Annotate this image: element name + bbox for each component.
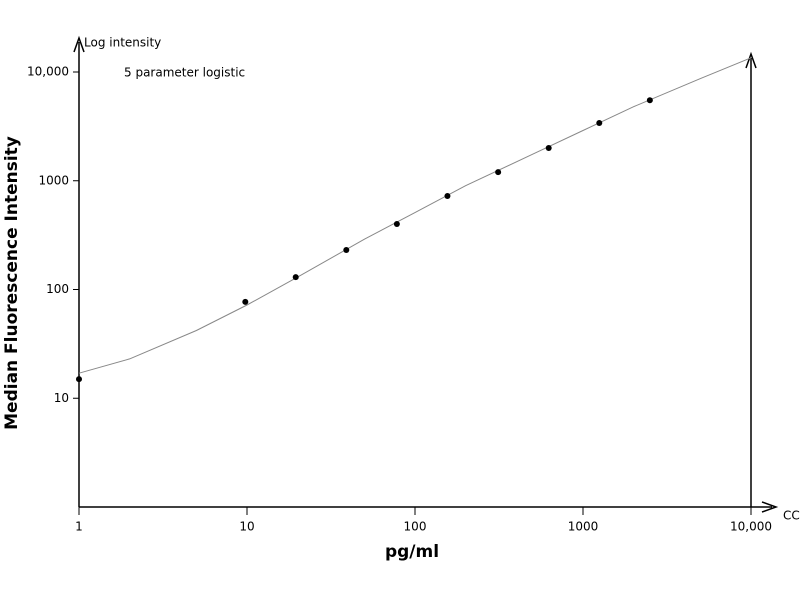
y-tick-label: 1000 bbox=[38, 173, 69, 187]
x-tick-label: 100 bbox=[404, 520, 427, 534]
annotation: 5 parameter logistic bbox=[124, 66, 245, 80]
x-axis-caption: CC bbox=[783, 509, 800, 523]
right-axis bbox=[745, 51, 757, 507]
x-tick-label: 1000 bbox=[568, 520, 599, 534]
x-tick-label: 10 bbox=[239, 520, 254, 534]
x-tick-label: 10,000 bbox=[730, 520, 772, 534]
data-point bbox=[292, 274, 299, 281]
data-point bbox=[76, 376, 82, 383]
x-axis-title: pg/ml bbox=[385, 542, 439, 562]
x-axis bbox=[79, 501, 779, 513]
data-point bbox=[343, 246, 350, 253]
x-tick-label: 1 bbox=[75, 520, 83, 534]
y-axis-title: Median Fluorescence Intensity bbox=[2, 136, 22, 430]
data-point bbox=[545, 145, 552, 152]
data-point bbox=[646, 97, 653, 104]
data-point bbox=[596, 119, 603, 126]
data-point bbox=[242, 298, 249, 305]
data-point bbox=[393, 221, 400, 228]
y-tick-label: 100 bbox=[46, 282, 69, 296]
data-point bbox=[444, 193, 451, 200]
data-point bbox=[495, 169, 502, 176]
y-axis bbox=[73, 35, 85, 507]
y-tick-label: 10 bbox=[54, 391, 69, 405]
y-tick-label: 10,000 bbox=[27, 65, 69, 79]
y-axis-caption: Log intensity bbox=[84, 36, 161, 50]
fit-curve bbox=[78, 57, 752, 374]
